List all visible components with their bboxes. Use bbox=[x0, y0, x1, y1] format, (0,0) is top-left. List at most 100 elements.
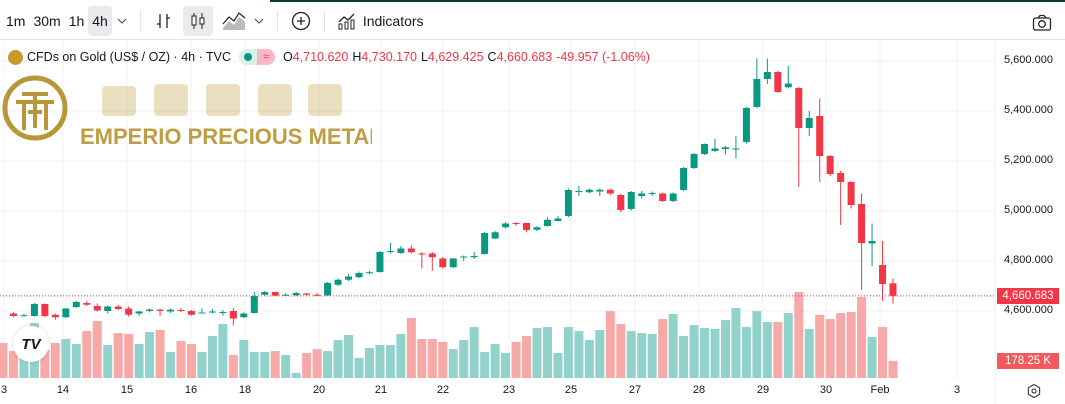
candle-body bbox=[721, 147, 729, 149]
candle-body bbox=[125, 308, 133, 315]
candle-body bbox=[167, 309, 175, 312]
candle-body bbox=[460, 256, 468, 258]
candle-body bbox=[324, 283, 332, 296]
logo-text: EMPERIO PRECIOUS METALS bbox=[80, 124, 372, 149]
candle-body bbox=[847, 182, 855, 205]
price-chart[interactable] bbox=[0, 40, 995, 404]
interval-4h[interactable]: 4h bbox=[88, 5, 112, 36]
interval-1h[interactable]: 1h bbox=[68, 12, 85, 29]
candle-body bbox=[491, 232, 499, 239]
indicators-button[interactable]: Indicators bbox=[333, 6, 428, 36]
candle-body bbox=[596, 189, 604, 192]
window-top-border bbox=[270, 0, 1065, 2]
candle-body bbox=[72, 302, 80, 307]
candle-body bbox=[62, 308, 70, 318]
candle-body bbox=[177, 310, 185, 311]
candle-body bbox=[83, 303, 91, 305]
volume-bar bbox=[752, 311, 762, 378]
camera-snapshot-icon[interactable] bbox=[1027, 8, 1057, 38]
volume-bar bbox=[553, 352, 563, 378]
candle-body bbox=[858, 204, 866, 243]
interval-30m[interactable]: 30m bbox=[33, 12, 61, 29]
date-label: 28 bbox=[692, 384, 706, 396]
indicators-icon bbox=[337, 12, 357, 30]
symbol-title[interactable]: CFDs on Gold (US$ / OZ) · 4h · TVC bbox=[27, 50, 231, 64]
market-status-pill[interactable]: ≈ bbox=[238, 49, 275, 65]
candles-chart-type-icon[interactable] bbox=[182, 5, 213, 36]
candle-body bbox=[481, 233, 489, 254]
volume-bar bbox=[364, 348, 374, 378]
volume-bar bbox=[584, 340, 594, 378]
volume-bar bbox=[762, 322, 772, 378]
area-chart-type-icon[interactable] bbox=[219, 6, 249, 36]
candle-body bbox=[606, 189, 614, 194]
candle-body bbox=[334, 279, 342, 285]
volume-bar bbox=[720, 320, 730, 378]
volume-bar bbox=[469, 327, 479, 378]
ohlc-open: O4,710.620 bbox=[282, 50, 349, 64]
candle-body bbox=[648, 193, 656, 194]
candle-body bbox=[638, 193, 646, 196]
volume-bar bbox=[815, 314, 825, 378]
candle-body bbox=[523, 223, 531, 230]
interval-dropdown-chevron-icon[interactable] bbox=[112, 6, 132, 36]
candle-body bbox=[575, 191, 583, 192]
volume-bar bbox=[19, 350, 29, 378]
candle-body bbox=[41, 304, 49, 316]
volume-bar bbox=[857, 297, 867, 378]
ohlc-high: H4,730.170 bbox=[352, 50, 417, 64]
tradingview-logo[interactable]: TV bbox=[13, 326, 49, 362]
candle-body bbox=[345, 276, 353, 280]
candle-body bbox=[732, 148, 740, 150]
date-label: 15 bbox=[120, 384, 134, 396]
volume-bar bbox=[637, 333, 647, 378]
volume-bar bbox=[511, 342, 521, 378]
candle-body bbox=[407, 248, 415, 253]
bar-chart-type-icon[interactable] bbox=[149, 6, 179, 36]
volume-bar bbox=[563, 327, 573, 378]
volume-bar bbox=[61, 339, 71, 378]
candle-body bbox=[198, 312, 206, 314]
volume-bar bbox=[647, 334, 657, 378]
candle-body bbox=[449, 258, 457, 268]
volume-bar bbox=[417, 339, 427, 378]
price-axis[interactable]: 5,600.000 5,400.000 5,200.000 5,000.000 … bbox=[995, 40, 1065, 404]
price-label: 4,600.000 bbox=[1004, 304, 1053, 316]
interval-1m[interactable]: 1m bbox=[6, 12, 26, 29]
candle-body bbox=[229, 311, 237, 319]
symbol-legend: CFDs on Gold (US$ / OZ) · 4h · TVC ≈ O4,… bbox=[8, 49, 650, 65]
compare-add-symbol-icon[interactable] bbox=[286, 6, 316, 36]
candle-body bbox=[617, 195, 625, 210]
divider bbox=[276, 9, 278, 32]
candle-body bbox=[428, 253, 436, 258]
candle-body bbox=[355, 273, 363, 278]
volume-bar bbox=[836, 313, 846, 378]
candle-body bbox=[271, 292, 279, 296]
candle-body bbox=[659, 193, 667, 201]
chart-settings-icon[interactable] bbox=[1026, 383, 1042, 404]
candle-body bbox=[397, 248, 405, 253]
price-label: 5,400.000 bbox=[1004, 104, 1053, 116]
volume-bar bbox=[448, 349, 458, 378]
price-label: 5,200.000 bbox=[1004, 154, 1053, 166]
chart-toolbar: 1m 30m 1h 4h Indicators bbox=[0, 2, 1065, 40]
date-label: 25 bbox=[564, 384, 578, 396]
volume-bar bbox=[459, 340, 469, 378]
volume-bar bbox=[197, 352, 207, 378]
volume-bar bbox=[595, 330, 605, 378]
volume-bar bbox=[668, 314, 678, 378]
volume-bar bbox=[626, 331, 636, 378]
candle-body bbox=[439, 258, 447, 268]
current-volume-tag: 178.25 K bbox=[997, 353, 1059, 369]
volume-bar bbox=[281, 355, 291, 378]
volume-bar bbox=[773, 322, 783, 378]
candle-body bbox=[30, 304, 38, 316]
volume-bar bbox=[218, 324, 228, 378]
volume-bar bbox=[312, 349, 322, 378]
volume-bar bbox=[176, 341, 186, 378]
volume-bar bbox=[406, 318, 416, 378]
candle-body bbox=[837, 173, 845, 182]
chart-type-dropdown-chevron-icon[interactable] bbox=[249, 6, 269, 36]
candle-body bbox=[146, 309, 154, 311]
price-change: -49.957 (-1.06%) bbox=[556, 50, 650, 64]
